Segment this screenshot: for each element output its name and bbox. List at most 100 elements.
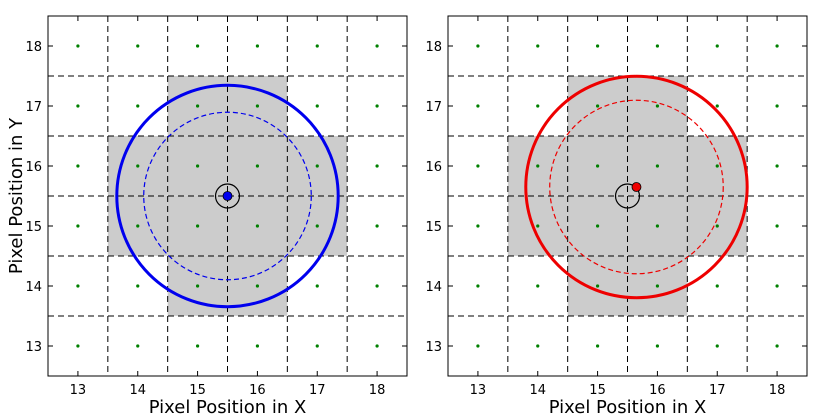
pixel-center-point [76, 284, 80, 288]
pixel-center-point [136, 164, 140, 168]
pixel-center-point [775, 44, 779, 48]
pixel-center-point [195, 284, 200, 288]
pixel-center-point [476, 224, 480, 228]
pixel-center-point [315, 224, 319, 228]
pixel-center-point [476, 284, 480, 288]
y-tick-label: 15 [25, 220, 42, 235]
pixel-center-point [476, 164, 480, 168]
pixel-center-point [775, 284, 779, 288]
pixel-center-point [715, 164, 719, 168]
pixel-center-point [595, 284, 600, 288]
pixel-center-point [136, 284, 140, 288]
pixel-center-point [195, 44, 200, 48]
pixel-center-point [255, 104, 260, 108]
pixel-center-point [255, 164, 260, 168]
pixel-center-point [655, 44, 660, 48]
y-tick-label: 15 [425, 220, 442, 235]
pixel-center-point [195, 104, 200, 108]
pixel-center-point [715, 104, 719, 108]
pixel-center-point [375, 224, 379, 228]
chart-panel-1: 13 14 15 16 17 18 13 14 15 16 17 18 Pixel Position i… [6, 15, 408, 418]
y-tick-label: 16 [25, 160, 42, 175]
x-tick-label: 15 [589, 383, 606, 398]
x-tick-label: 13 [70, 383, 87, 398]
pixel-center-point [536, 44, 540, 48]
pixel-center-point [476, 44, 480, 48]
pixel-center-point [315, 164, 319, 168]
pixel-center-point [255, 284, 260, 288]
pixel-center-point [136, 344, 140, 348]
pixel-center-point [76, 104, 80, 108]
pixel-center-point [536, 284, 540, 288]
pixel-center-point [136, 44, 140, 48]
inner-aperture-circle [549, 99, 724, 275]
x-tick-label: 18 [369, 383, 386, 398]
pixel-center-point [315, 104, 319, 108]
x-tick-label: 14 [529, 383, 546, 398]
pixel-center-point [595, 224, 600, 228]
pixel-center-point [315, 344, 319, 348]
pixel-center-point [715, 344, 719, 348]
pixel-center-point [655, 104, 660, 108]
pixel-center-point [536, 104, 540, 108]
x-tick-label: 16 [649, 383, 666, 398]
pixel-center-point [595, 44, 600, 48]
pixel-center-point [775, 104, 779, 108]
y-tick-label: 14 [425, 280, 442, 295]
axes-frame [447, 15, 808, 377]
pixel-center-point [195, 224, 200, 228]
x-tick-label: 14 [129, 383, 146, 398]
pixel-center-point [195, 164, 200, 168]
pixel-center-point [595, 164, 600, 168]
reference-circle [214, 183, 241, 209]
x-tick-label: 17 [709, 383, 726, 398]
pixel-center-point [775, 164, 779, 168]
pixel-center-point [255, 344, 260, 348]
x-axis-label: Pixel Position in X [149, 397, 307, 418]
pixel-center-point [375, 284, 379, 288]
y-tick-label: 18 [25, 40, 42, 55]
pixel-center-point [375, 164, 379, 168]
y-tick-label: 14 [25, 280, 42, 295]
x-tick-label: 13 [470, 383, 487, 398]
y-tick-label: 16 [425, 160, 442, 175]
pixel-center-point [136, 104, 140, 108]
pixel-center-point [775, 224, 779, 228]
reference-circle [614, 183, 641, 209]
pixel-center-point [536, 344, 540, 348]
pixel-center-point [715, 284, 719, 288]
pixel-center-point [315, 284, 319, 288]
pixel-center-point [536, 164, 540, 168]
pixel-center-point [375, 344, 379, 348]
pixel-center-point [76, 44, 80, 48]
y-tick-label: 13 [25, 340, 42, 355]
pixel-center-point [655, 284, 660, 288]
pixel-center-point [375, 44, 379, 48]
pixel-center-point [595, 344, 600, 348]
x-tick-label: 18 [769, 383, 786, 398]
pixel-center-point [715, 44, 719, 48]
pixel-center-point [775, 344, 779, 348]
x-tick-label: 15 [189, 383, 206, 398]
y-axis-label: Pixel Position in Y [6, 117, 27, 274]
y-tick-label: 18 [425, 40, 442, 55]
axes-frame [47, 15, 408, 377]
pixel-center-point [655, 164, 660, 168]
pixel-center-point [136, 224, 140, 228]
inner-aperture-circle [143, 111, 312, 281]
pixel-center-point [195, 344, 200, 348]
x-tick-label: 17 [309, 383, 326, 398]
y-tick-label: 17 [25, 100, 42, 115]
pixel-center-point [76, 164, 80, 168]
pixel-center-point [76, 344, 80, 348]
pixel-center-point [76, 224, 80, 228]
pixel-center-point [476, 104, 480, 108]
pixel-center-point [255, 224, 260, 228]
pixel-center-point [315, 44, 319, 48]
pixel-center-point [476, 344, 480, 348]
pixel-center-point [655, 224, 660, 228]
pixel-center-point [655, 344, 660, 348]
y-tick-label: 17 [425, 100, 442, 115]
x-axis-label: Pixel Position in X [549, 397, 707, 418]
